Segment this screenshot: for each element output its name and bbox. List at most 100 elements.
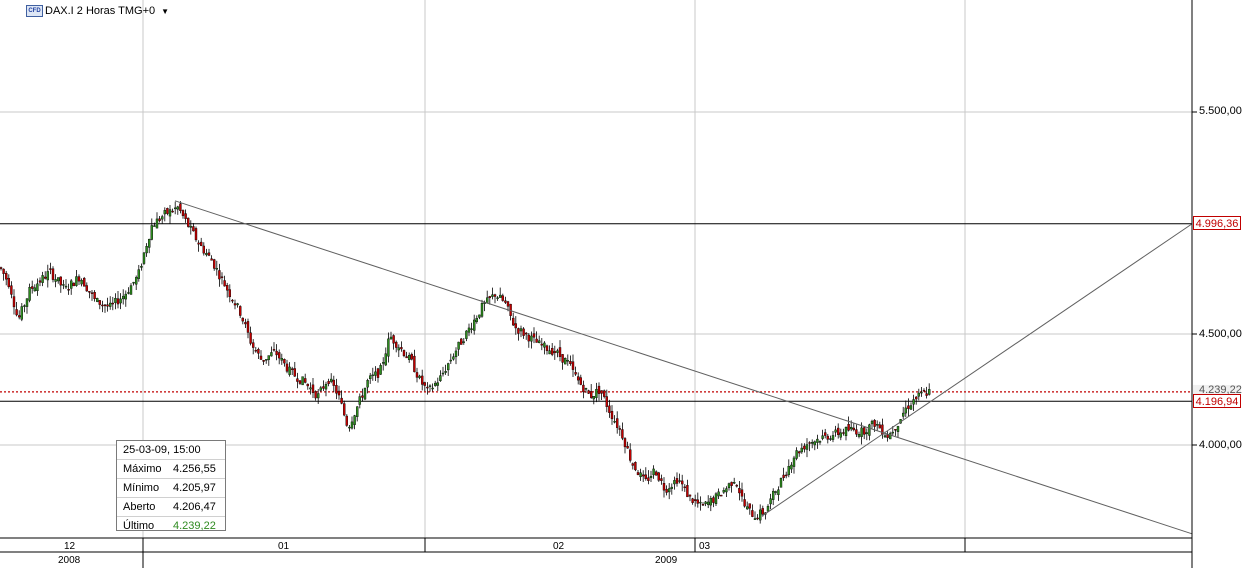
price-tag-gray: 4.239,22 (1199, 384, 1242, 396)
candle-body (837, 427, 840, 435)
candle-body (15, 309, 18, 316)
candle-body (480, 303, 484, 317)
candle-body (69, 280, 73, 289)
candle-body (790, 464, 793, 470)
candle-body (847, 424, 850, 431)
candle-body (603, 390, 606, 397)
candle-body (803, 445, 806, 450)
candle-body (358, 396, 361, 405)
candle-body (782, 474, 785, 479)
candle-body (33, 287, 36, 292)
candle-body (236, 303, 239, 306)
candle-body (421, 375, 424, 385)
candle-body (150, 225, 154, 240)
candle-body (857, 434, 861, 437)
candle-body (77, 276, 81, 282)
candle-body (51, 268, 55, 280)
candle-body (618, 428, 621, 430)
candle-body (691, 498, 694, 503)
candle-body (709, 498, 712, 506)
candle-body (699, 501, 702, 504)
candle-body (850, 426, 853, 430)
candle-body (142, 252, 146, 264)
candle-body (408, 355, 411, 360)
candle-body (31, 286, 34, 289)
candle-body (280, 357, 283, 361)
candle-body (465, 330, 468, 339)
candle-body (595, 388, 598, 398)
candle-body (114, 298, 117, 303)
candle-body (478, 314, 481, 318)
candle-body (504, 300, 507, 303)
candle-body (519, 328, 523, 332)
candle-body (64, 285, 68, 288)
candle-body (356, 406, 359, 417)
candle-body (662, 483, 666, 491)
candle-body (283, 359, 286, 364)
candle-body (428, 385, 432, 387)
candle-body (720, 494, 723, 497)
trendline (174, 200, 1193, 535)
chart-title[interactable]: CFD DAX.I 2 Horas TMG+0 ▼ (26, 4, 169, 18)
candle-body (831, 435, 835, 440)
x-month-02: 02 (553, 541, 565, 552)
candle-body (181, 210, 185, 216)
price-tag-upper: 4.996,36 (1193, 216, 1241, 230)
candle-body (738, 488, 741, 494)
candle-body (259, 355, 263, 360)
candle-body (863, 427, 866, 435)
candle-body (361, 395, 364, 398)
candle-body (514, 323, 517, 329)
chevron-down-icon[interactable]: ▼ (161, 6, 170, 16)
candle-body (121, 295, 125, 300)
candle-body (332, 379, 335, 386)
candle-body (743, 499, 746, 507)
candle-body (343, 403, 346, 416)
candle-body (735, 484, 738, 487)
candle-body (590, 391, 593, 398)
candle-body (556, 350, 559, 353)
candle-body (267, 355, 270, 360)
candle-body (7, 277, 11, 287)
instrument-label: DAX.I 2 Horas TMG+0 (45, 5, 156, 17)
candle-body (436, 382, 439, 386)
candle-body (577, 376, 580, 381)
candle-body (330, 378, 333, 382)
candle-body (233, 303, 237, 306)
info-key: Mínimo (123, 482, 160, 494)
candle-body (792, 457, 796, 467)
candle-body (265, 359, 268, 361)
candle-body (335, 384, 338, 394)
info-key: Último (123, 520, 155, 532)
candle-body (917, 392, 920, 397)
candle-body (834, 429, 837, 433)
candle-body (621, 429, 624, 439)
candle-body (860, 427, 863, 437)
candle-body (870, 420, 874, 425)
candle-body (527, 334, 530, 342)
candle-body (844, 427, 848, 437)
candle-body (374, 371, 377, 376)
candle-body (98, 300, 102, 305)
candle-body (473, 319, 476, 331)
candle-body (215, 268, 219, 270)
candle-body (278, 352, 281, 359)
candle-body (298, 380, 302, 384)
candle-body (168, 209, 172, 217)
candle-body (119, 298, 122, 304)
candle-body (538, 340, 541, 343)
candle-body (379, 365, 382, 375)
info-row-open: Aberto 4.206,47 (117, 498, 225, 517)
candle-body (387, 338, 390, 357)
candle-body (673, 480, 676, 485)
candle-body (220, 276, 224, 278)
candle-body (746, 506, 749, 510)
candle-body (103, 304, 107, 307)
candle-body (400, 347, 403, 350)
candle-body (733, 482, 736, 484)
candle-body (506, 301, 510, 307)
candle-body (423, 382, 426, 386)
candle-body (842, 432, 845, 434)
x-year-2008: 2008 (58, 555, 81, 566)
